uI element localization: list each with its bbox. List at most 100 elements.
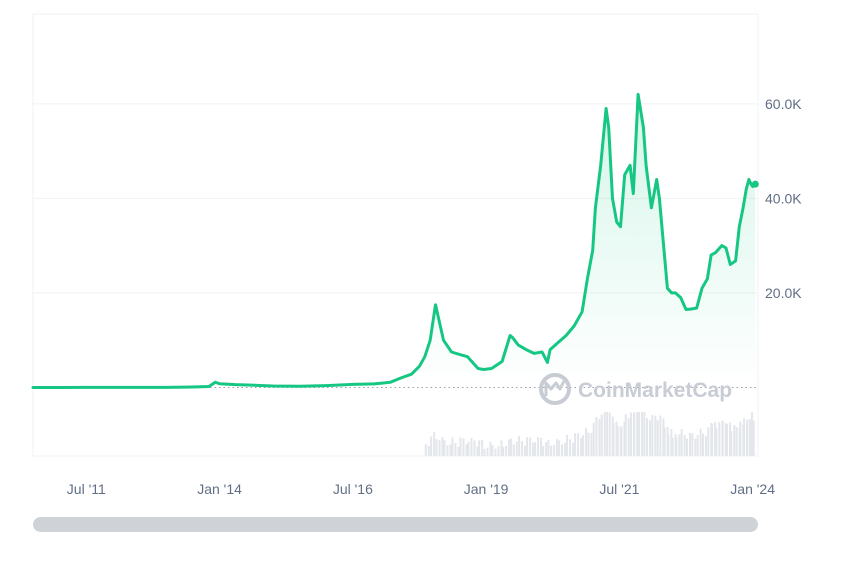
- volume-bar: [683, 434, 686, 456]
- data-point: [599, 163, 603, 167]
- data-point: [417, 364, 421, 368]
- volume-bar: [675, 437, 678, 456]
- volume-bar: [620, 426, 623, 456]
- y-tick-label: 40.0K: [765, 190, 802, 206]
- volume-bar: [494, 448, 497, 456]
- volume-bar: [534, 442, 537, 456]
- volume-bar: [500, 440, 503, 456]
- data-point: [662, 244, 666, 248]
- volume-bar: [651, 414, 654, 456]
- data-point: [713, 251, 717, 255]
- data-point: [670, 291, 674, 295]
- x-tick-label: Jul '11: [67, 481, 106, 497]
- volume-bar: [598, 418, 601, 456]
- data-point: [649, 206, 653, 210]
- data-point: [564, 333, 568, 337]
- data-point: [747, 177, 751, 181]
- volume-bar: [550, 445, 553, 456]
- volume-bar: [696, 435, 699, 456]
- volume-bar: [624, 413, 627, 456]
- data-point: [545, 360, 549, 364]
- volume-bar: [608, 412, 611, 456]
- data-point: [138, 385, 142, 389]
- data-point: [724, 246, 728, 250]
- volume-bar: [524, 445, 527, 456]
- data-point: [532, 351, 536, 355]
- volume-bar: [483, 448, 486, 456]
- volume-bar: [454, 442, 457, 456]
- volume-bar: [730, 431, 733, 456]
- data-point: [615, 220, 619, 224]
- data-point: [250, 383, 254, 387]
- volume-bar: [449, 444, 452, 456]
- volume-bar: [574, 433, 577, 456]
- volume-bar: [478, 440, 481, 456]
- volume-bar: [612, 423, 615, 456]
- data-point: [351, 382, 355, 386]
- volume-bar: [441, 436, 444, 456]
- volume-bar: [481, 439, 484, 456]
- data-point: [372, 382, 376, 386]
- data-point: [593, 206, 597, 210]
- volume-bar: [497, 446, 500, 456]
- data-point: [585, 277, 589, 281]
- volume-bar: [724, 423, 727, 456]
- data-point: [465, 355, 469, 359]
- volume-bar: [443, 440, 446, 456]
- data-point: [388, 380, 392, 384]
- volume-bar: [502, 447, 505, 456]
- volume-bar: [659, 415, 662, 456]
- price-area: [33, 94, 756, 388]
- data-point: [623, 173, 627, 177]
- x-tick-label: Jan '14: [197, 481, 242, 497]
- data-point: [610, 196, 614, 200]
- volume-bar: [537, 437, 540, 456]
- data-point: [641, 125, 645, 129]
- data-point: [636, 92, 640, 96]
- data-point: [500, 359, 504, 363]
- volume-bar: [518, 436, 521, 456]
- data-point: [409, 372, 413, 376]
- volume-bar: [739, 421, 742, 456]
- data-point: [737, 225, 741, 229]
- data-point: [524, 348, 528, 352]
- data-point: [511, 336, 515, 340]
- volume-bar: [718, 422, 721, 456]
- data-point: [441, 338, 445, 342]
- volume-bar: [521, 441, 524, 456]
- data-point: [481, 367, 485, 371]
- volume-bar: [616, 425, 619, 456]
- y-tick-label: 60.0K: [765, 96, 802, 112]
- volume-bar: [572, 442, 575, 456]
- data-point: [218, 382, 222, 386]
- y-tick-label: 20.0K: [765, 285, 802, 301]
- volume-bar: [603, 412, 606, 456]
- volume-bar: [671, 437, 674, 456]
- volume-bars: [424, 412, 755, 456]
- volume-bar: [638, 412, 641, 456]
- volume-bar: [643, 412, 646, 456]
- volume-bar: [451, 437, 454, 456]
- volume-bar: [649, 420, 652, 456]
- data-point: [618, 225, 622, 229]
- volume-bar: [510, 438, 513, 456]
- time-range-scrollbar[interactable]: [33, 517, 758, 532]
- volume-bar: [699, 428, 702, 456]
- data-point: [604, 107, 608, 111]
- volume-bar: [577, 433, 580, 456]
- data-point: [689, 307, 693, 311]
- volume-bar: [689, 432, 692, 456]
- volume-bar: [561, 444, 564, 456]
- volume-bar: [587, 432, 590, 456]
- data-point: [213, 380, 217, 384]
- data-point: [700, 286, 704, 290]
- volume-bar: [721, 420, 724, 456]
- volume-bar: [486, 447, 489, 456]
- current-price-dot: [751, 180, 759, 188]
- data-point: [695, 306, 699, 310]
- volume-bar: [595, 417, 598, 456]
- data-point: [164, 385, 168, 389]
- volume-bar: [641, 412, 644, 456]
- volume-bar: [646, 418, 649, 456]
- data-point: [58, 385, 62, 389]
